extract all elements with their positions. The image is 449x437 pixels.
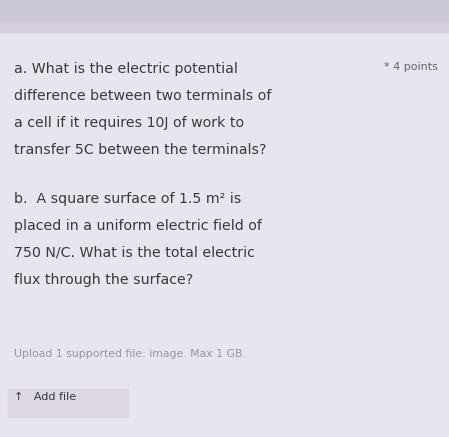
Text: placed in a uniform electric field of: placed in a uniform electric field of <box>14 219 262 233</box>
Text: a cell if it requires 10J of work to: a cell if it requires 10J of work to <box>14 116 244 130</box>
Text: * 4 points: * 4 points <box>384 62 438 72</box>
Bar <box>0 22 449 32</box>
Text: flux through the surface?: flux through the surface? <box>14 273 193 287</box>
Text: transfer 5C between the terminals?: transfer 5C between the terminals? <box>14 143 267 157</box>
Text: difference between two terminals of: difference between two terminals of <box>14 89 271 103</box>
Text: a. What is the electric potential: a. What is the electric potential <box>14 62 238 76</box>
Text: b.  A square surface of 1.5 m² is: b. A square surface of 1.5 m² is <box>14 192 241 206</box>
Text: ↑   Add file: ↑ Add file <box>14 392 76 402</box>
Text: Upload 1 supported file: image. Max 1 GB.: Upload 1 supported file: image. Max 1 GB… <box>14 349 246 359</box>
Text: 750 N/C. What is the total electric: 750 N/C. What is the total electric <box>14 246 255 260</box>
Bar <box>0 0 449 22</box>
Bar <box>8 389 128 417</box>
